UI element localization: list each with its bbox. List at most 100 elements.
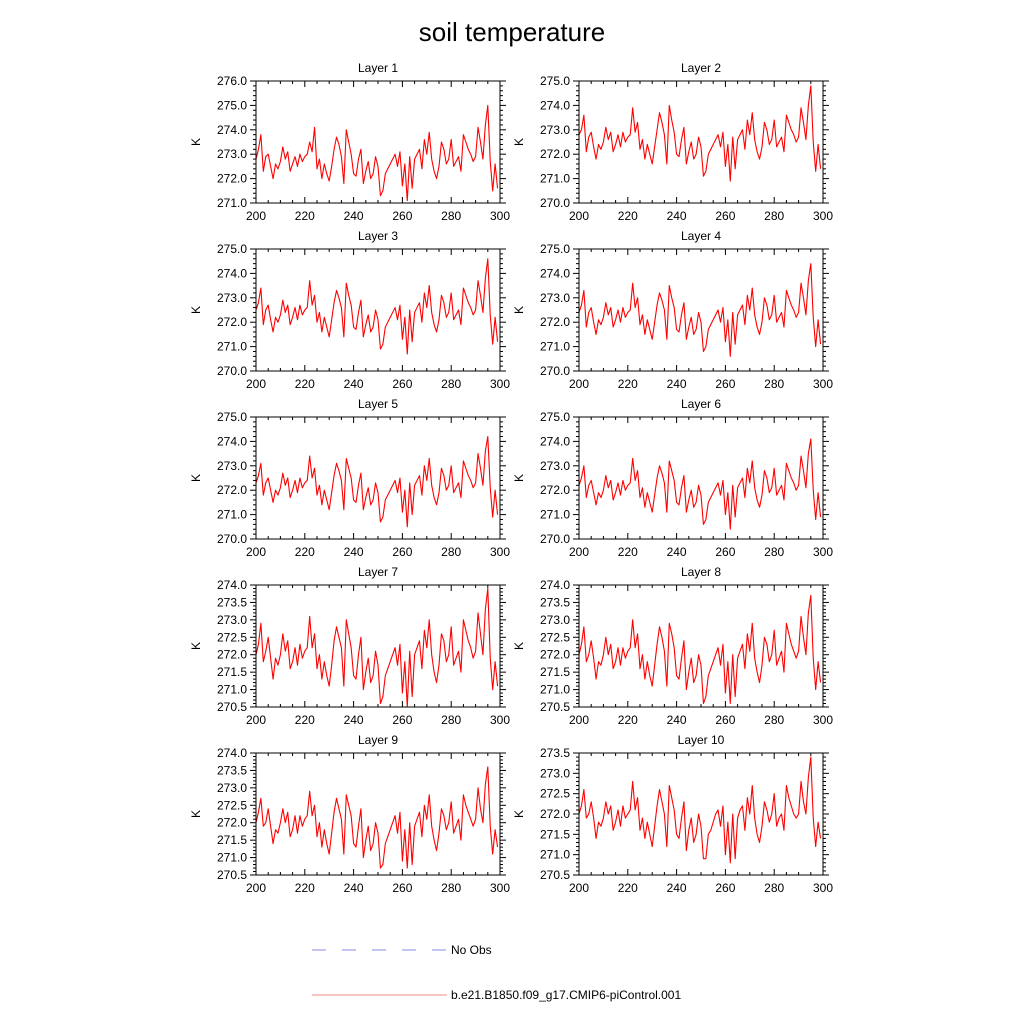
y-axis-label: K — [512, 306, 526, 314]
y-axis-label: K — [189, 810, 203, 818]
y-tick-label: 273.0 — [217, 613, 247, 627]
x-tick-label: 300 — [813, 377, 833, 391]
panel-layer-4: Layer 4 K 200 220 240 260 280 300 270.0 271.0 272.… — [512, 229, 833, 391]
y-tick-label: 274.0 — [540, 266, 570, 280]
y-tick-label: 274.0 — [540, 434, 570, 448]
y-tick-label: 273.0 — [217, 147, 247, 161]
y-tick-label: 273.0 — [217, 291, 247, 305]
y-tick-label: 270.5 — [540, 700, 570, 714]
x-tick-label: 300 — [490, 209, 510, 223]
y-tick-label: 271.0 — [217, 851, 247, 865]
y-tick-label: 270.0 — [217, 364, 247, 378]
y-tick-label: 273.5 — [540, 746, 570, 760]
y-tick-label: 273.0 — [540, 291, 570, 305]
x-tick-label: 200 — [246, 713, 266, 727]
x-tick-label: 200 — [246, 881, 266, 895]
y-tick-label: 272.0 — [217, 483, 247, 497]
y-tick-label: 275.0 — [540, 410, 570, 424]
y-tick-label: 275.0 — [540, 74, 570, 88]
y-tick-label: 272.5 — [217, 798, 247, 812]
x-tick-label: 280 — [764, 545, 784, 559]
x-tick-label: 300 — [490, 545, 510, 559]
x-tick-label: 220 — [618, 209, 638, 223]
x-tick-label: 240 — [344, 209, 364, 223]
y-tick-label: 275.0 — [217, 410, 247, 424]
y-tick-label: 271.5 — [217, 833, 247, 847]
x-tick-label: 280 — [441, 713, 461, 727]
x-tick-label: 220 — [618, 545, 638, 559]
panel-title: Layer 1 — [358, 61, 398, 75]
panel-layer-2: Layer 2 K 200 220 240 260 280 300 270.0 271.0 272.… — [512, 61, 833, 223]
y-tick-label: 270.5 — [540, 868, 570, 882]
y-tick-label: 271.0 — [540, 848, 570, 862]
y-tick-label: 272.0 — [217, 648, 247, 662]
x-tick-label: 200 — [569, 881, 589, 895]
y-tick-label: 274.0 — [217, 434, 247, 448]
y-tick-label: 271.0 — [217, 683, 247, 697]
y-tick-label: 273.0 — [540, 766, 570, 780]
panel-layer-8: Layer 8 K 200 220 240 260 280 300 270.5 271.0 271.… — [512, 565, 833, 727]
x-tick-label: 240 — [667, 209, 687, 223]
x-tick-label: 260 — [392, 377, 412, 391]
y-tick-label: 273.0 — [217, 459, 247, 473]
x-tick-label: 300 — [490, 881, 510, 895]
y-tick-label: 271.0 — [540, 172, 570, 186]
x-tick-label: 200 — [569, 209, 589, 223]
x-tick-label: 200 — [569, 377, 589, 391]
y-tick-label: 273.0 — [540, 123, 570, 137]
y-tick-label: 272.5 — [540, 787, 570, 801]
y-tick-label: 271.0 — [217, 196, 247, 210]
x-tick-label: 260 — [715, 545, 735, 559]
y-tick-label: 272.0 — [540, 147, 570, 161]
x-tick-label: 200 — [246, 209, 266, 223]
y-tick-label: 276.0 — [217, 74, 247, 88]
y-tick-label: 271.0 — [217, 340, 247, 354]
x-tick-label: 280 — [441, 377, 461, 391]
y-tick-label: 274.0 — [217, 746, 247, 760]
y-tick-label: 272.0 — [217, 816, 247, 830]
panel-title: Layer 7 — [358, 565, 398, 579]
x-tick-label: 300 — [490, 377, 510, 391]
x-tick-label: 300 — [813, 713, 833, 727]
y-tick-label: 272.5 — [217, 630, 247, 644]
x-tick-label: 240 — [344, 545, 364, 559]
y-axis-label: K — [512, 138, 526, 146]
y-tick-label: 272.0 — [540, 315, 570, 329]
panel-title: Layer 10 — [678, 733, 725, 747]
panel-title: Layer 3 — [358, 229, 398, 243]
x-tick-label: 280 — [441, 209, 461, 223]
panel-layer-6: Layer 6 K 200 220 240 260 280 300 270.0 271.0 272.… — [512, 397, 833, 559]
x-tick-label: 220 — [295, 209, 315, 223]
x-tick-label: 260 — [392, 881, 412, 895]
y-tick-label: 273.5 — [540, 595, 570, 609]
x-tick-label: 240 — [667, 377, 687, 391]
x-tick-label: 240 — [344, 377, 364, 391]
x-tick-label: 220 — [295, 881, 315, 895]
y-tick-label: 270.5 — [217, 868, 247, 882]
y-axis-label: K — [189, 474, 203, 482]
x-tick-label: 280 — [764, 713, 784, 727]
y-axis-label: K — [512, 810, 526, 818]
x-tick-label: 260 — [715, 209, 735, 223]
y-tick-label: 273.0 — [540, 459, 570, 473]
legend-label-2: b.e21.B1850.f09_g17.CMIP6-piControl.001 — [451, 988, 681, 1002]
x-tick-label: 300 — [813, 881, 833, 895]
figure-title: soil temperature — [419, 17, 605, 47]
series-line — [578, 594, 822, 705]
legend-label-1: No Obs — [451, 943, 492, 957]
y-tick-label: 271.5 — [217, 665, 247, 679]
x-tick-label: 300 — [813, 209, 833, 223]
series-line — [255, 766, 499, 869]
x-tick-label: 240 — [667, 881, 687, 895]
y-tick-label: 270.0 — [217, 532, 247, 546]
y-tick-label: 271.0 — [217, 508, 247, 522]
y-tick-label: 274.0 — [217, 266, 247, 280]
series-line — [255, 435, 499, 528]
panel-grid: Layer 1 K 200 220 240 260 280 300 271.0 272.0 273.… — [189, 61, 833, 895]
x-tick-label: 280 — [764, 209, 784, 223]
panel-layer-7: Layer 7 K 200 220 240 260 280 300 270.5 271.0 271.… — [189, 565, 510, 727]
x-tick-label: 220 — [295, 377, 315, 391]
series-line — [578, 438, 822, 530]
y-tick-label: 270.0 — [540, 532, 570, 546]
y-tick-label: 273.5 — [217, 763, 247, 777]
